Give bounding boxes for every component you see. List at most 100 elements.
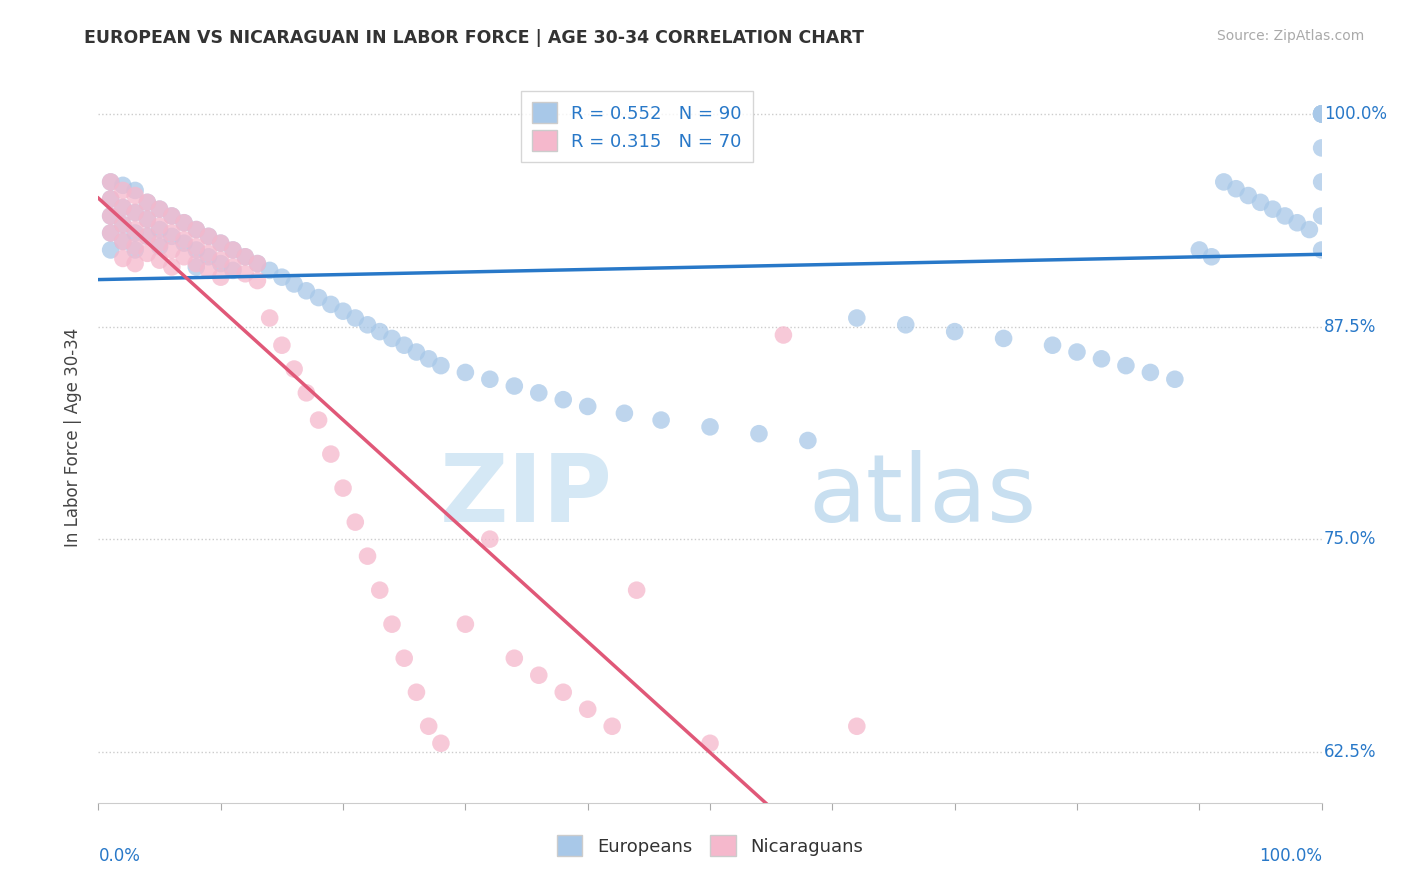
Point [308,291,330,305]
Point [699,736,721,750]
Point [332,304,354,318]
Point [111,235,134,249]
Point [576,702,599,716]
Point [1310,107,1333,121]
Point [392,651,416,665]
Point [197,250,219,264]
Point [478,532,501,546]
Point [418,719,440,733]
Point [173,216,195,230]
Point [1261,202,1284,216]
Point [209,253,232,268]
Point [186,239,208,253]
Point [100,192,122,206]
Point [233,267,256,281]
Point [1164,372,1187,386]
Text: 100.0%: 100.0% [1324,105,1388,123]
Point [160,229,183,244]
Point [136,229,159,244]
Point [392,338,416,352]
Point [160,209,183,223]
Text: atlas: atlas [808,450,1036,541]
Point [344,515,367,529]
Point [748,426,770,441]
Point [111,178,134,193]
Point [136,212,159,227]
Point [894,318,917,332]
Text: 87.5%: 87.5% [1324,318,1376,335]
Point [1310,209,1333,223]
Point [381,617,404,632]
Text: 75.0%: 75.0% [1324,530,1376,549]
Point [173,236,195,251]
Point [186,243,208,257]
Point [1188,243,1211,257]
Point [503,651,526,665]
Point [319,447,342,461]
Point [124,243,146,257]
Point [246,274,269,288]
Point [100,226,122,240]
Point [124,183,146,197]
Point [356,318,378,332]
Point [1274,209,1296,223]
Point [111,218,134,232]
Point [259,311,281,326]
Point [1115,359,1137,373]
Point [1201,250,1223,264]
Point [308,413,330,427]
Point [1237,188,1260,202]
Point [222,243,245,257]
Point [111,235,134,249]
Point [1212,175,1234,189]
Point [124,256,146,270]
Point [1286,216,1309,230]
Point [222,260,245,274]
Point [136,195,159,210]
Point [454,617,477,632]
Point [186,256,208,270]
Point [1310,141,1333,155]
Point [100,226,122,240]
Point [136,229,159,244]
Point [613,406,636,420]
Point [295,284,318,298]
Point [270,338,294,352]
Point [553,392,575,407]
Text: ZIP: ZIP [439,450,612,541]
Point [111,201,134,215]
Point [222,263,245,277]
Point [845,311,868,326]
Point [430,359,453,373]
Point [149,236,172,251]
Point [246,256,269,270]
Point [430,736,453,750]
Point [1042,338,1064,352]
Point [259,263,281,277]
Point [943,325,966,339]
Point [111,252,134,266]
Point [527,668,550,682]
Point [173,216,195,230]
Point [283,277,305,291]
Point [1310,107,1333,121]
Point [149,222,172,236]
Point [319,297,342,311]
Point [149,202,172,216]
Point [1090,351,1112,366]
Point [381,331,404,345]
Point [124,205,146,219]
Point [124,226,146,240]
Point [699,420,721,434]
Point [233,250,256,264]
Point [295,385,318,400]
Point [100,209,122,223]
Point [626,583,648,598]
Text: 100.0%: 100.0% [1258,847,1322,864]
Point [405,345,427,359]
Point [246,256,269,270]
Point [209,236,232,251]
Point [173,233,195,247]
Point [160,260,183,274]
Point [1310,243,1333,257]
